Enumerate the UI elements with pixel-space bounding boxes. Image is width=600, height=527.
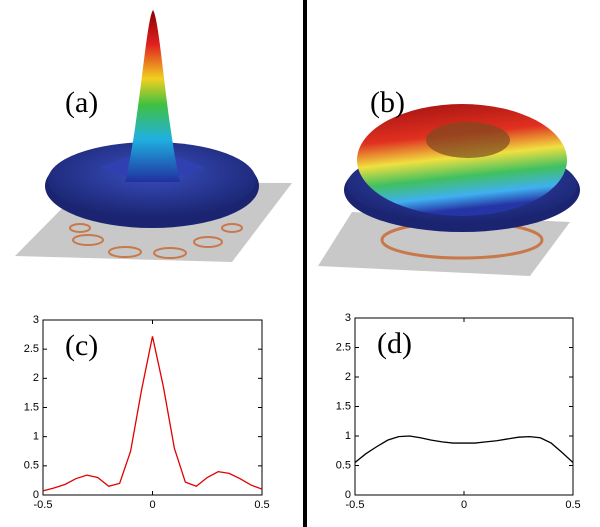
- panel-label: (a): [65, 86, 98, 119]
- y-tick-label: 2.5: [336, 341, 351, 353]
- y-tick-label: 0.5: [24, 460, 39, 472]
- data-line: [355, 436, 573, 463]
- y-tick-label: 1.5: [24, 401, 39, 413]
- panel-label: (d): [377, 327, 412, 360]
- y-tick-label: 1: [33, 431, 39, 443]
- page: {"panels": ["(a)", "(b)"], "chart_data":…: [0, 0, 600, 527]
- panel-label: (c): [65, 329, 98, 362]
- y-tick-label: 2: [33, 372, 39, 384]
- x-tick-label: 0.5: [254, 499, 269, 511]
- y-tick-label: 1: [345, 430, 351, 442]
- x-tick-label: 0.5: [565, 499, 580, 511]
- panel-a-render: [15, 10, 292, 262]
- y-tick-label: 1.5: [336, 400, 351, 412]
- y-tick-label: 3: [345, 312, 351, 324]
- panel-label: (b): [370, 86, 405, 119]
- figure: (a)(b)00.511.522.53-0.500.5(c)00.511.522…: [0, 0, 600, 527]
- x-tick-label: 0: [149, 499, 155, 511]
- x-tick-label: -0.5: [346, 499, 365, 511]
- y-tick-label: 0.5: [336, 459, 351, 471]
- x-tick-label: 0: [461, 499, 467, 511]
- y-tick-label: 3: [33, 314, 39, 326]
- y-tick-label: 2.5: [24, 343, 39, 355]
- y-tick-label: 2: [345, 371, 351, 383]
- x-tick-label: -0.5: [34, 499, 53, 511]
- panel-b-render: [318, 104, 580, 276]
